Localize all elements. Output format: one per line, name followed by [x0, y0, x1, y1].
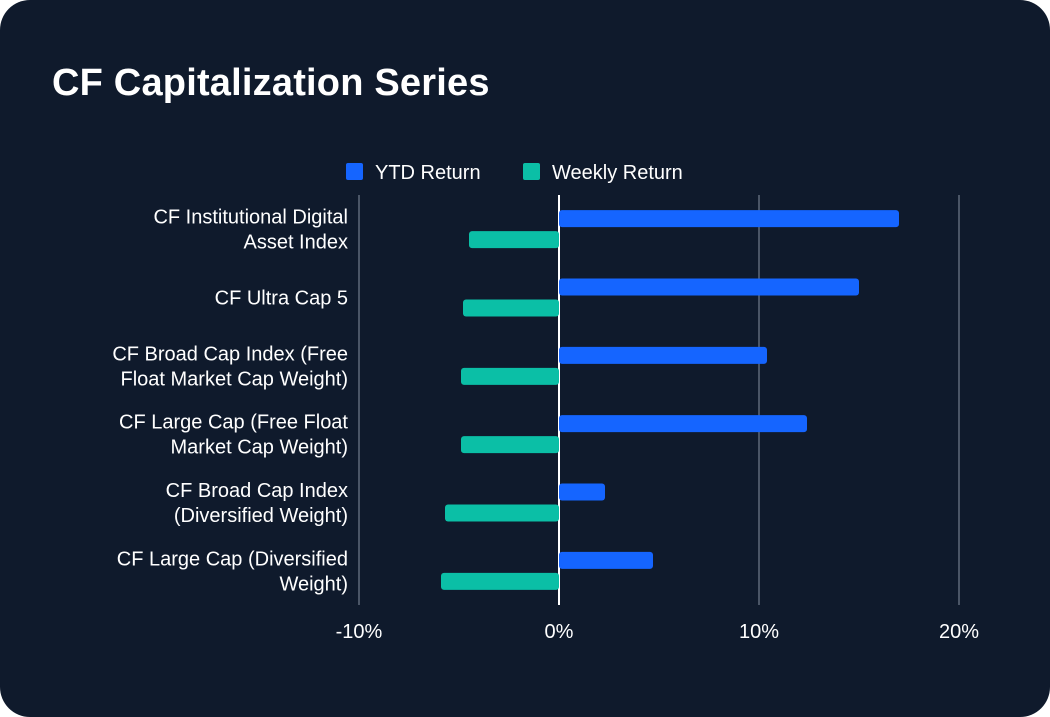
- bar-ytd-return: [559, 551, 653, 569]
- category-label: Market Cap Weight): [171, 437, 348, 459]
- category-label: Float Market Cap Weight): [121, 368, 349, 390]
- category-label: CF Large Cap (Free Float: [119, 412, 348, 434]
- bar-ytd-return: [559, 483, 605, 501]
- bar-ytd-return: [559, 346, 767, 364]
- category-label: CF Ultra Cap 5: [215, 288, 348, 310]
- bar-weekly-return: [461, 436, 559, 454]
- category-label: Weight): [279, 573, 348, 595]
- x-tick-label: 10%: [739, 621, 779, 643]
- x-tick-label: -10%: [336, 621, 383, 643]
- bar-ytd-return: [559, 415, 807, 433]
- legend-swatch-weekly: [523, 163, 540, 180]
- category-label: Asset Index: [243, 232, 348, 254]
- category-label: CF Broad Cap Index: [166, 480, 348, 502]
- legend-label-ytd: YTD Return: [375, 162, 481, 184]
- category-label: CF Large Cap (Diversified: [117, 548, 348, 570]
- bar-weekly-return: [463, 299, 559, 317]
- category-label: CF Institutional Digital: [153, 207, 348, 229]
- x-tick-label: 0%: [545, 621, 574, 643]
- bar-weekly-return: [441, 572, 559, 590]
- category-label: CF Broad Cap Index (Free: [112, 343, 348, 365]
- bar-ytd-return: [559, 210, 899, 228]
- bar-ytd-return: [559, 278, 859, 296]
- bar-weekly-return: [461, 367, 559, 385]
- bar-weekly-return: [469, 231, 559, 249]
- legend-label-weekly: Weekly Return: [552, 162, 683, 184]
- chart-title: CF Capitalization Series: [52, 62, 490, 104]
- bar-weekly-return: [445, 504, 559, 522]
- legend-swatch-ytd: [346, 163, 363, 180]
- category-label: (Diversified Weight): [174, 505, 348, 527]
- x-tick-label: 20%: [939, 621, 979, 643]
